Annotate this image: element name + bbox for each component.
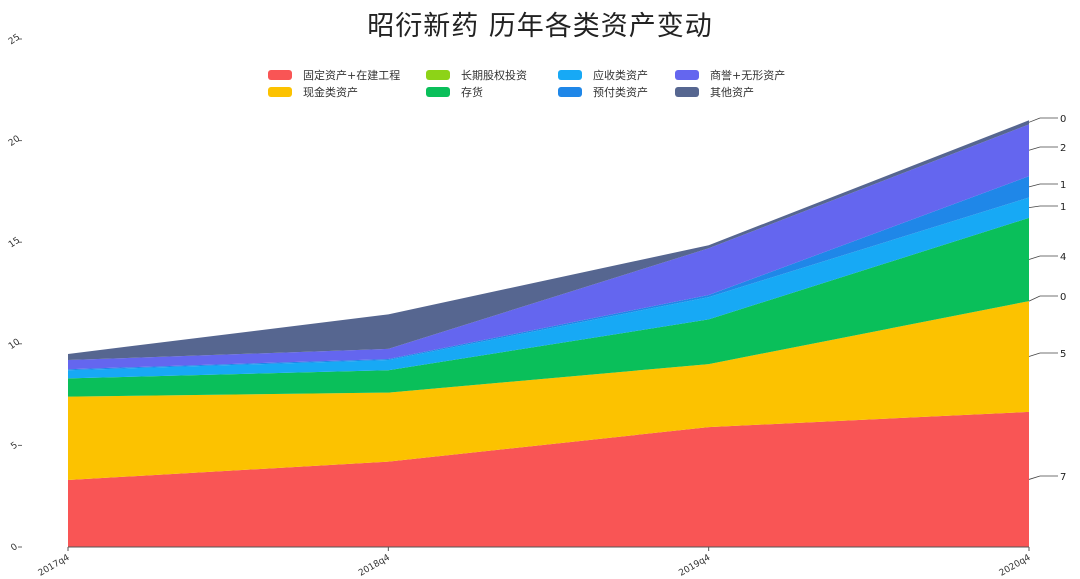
side-value-label: 0 [1060, 114, 1066, 125]
leader-line [1028, 205, 1041, 209]
legend-label: 应收类资产 [593, 68, 648, 82]
side-value-label: 2 [1060, 143, 1066, 154]
area-series [68, 411, 1029, 547]
side-value-label: 1 [1060, 180, 1066, 191]
y-tick-label: 15 [7, 236, 22, 251]
side-value-label: 0 [1060, 292, 1066, 303]
legend-swatch [426, 69, 450, 80]
legend-swatch [268, 86, 292, 97]
legend-label: 长期股权投资 [461, 68, 527, 82]
leader-line [1028, 295, 1041, 302]
legend-item-inventory[interactable]: 存货 [426, 83, 558, 100]
legend-label: 预付类资产 [593, 85, 648, 99]
legend-swatch [268, 69, 292, 80]
area-series [68, 217, 1029, 397]
area-series [68, 197, 1029, 379]
legend-item-long-term-equity[interactable]: 长期股权投资 [426, 66, 558, 83]
legend-label: 存货 [461, 85, 483, 99]
legend-item-other-assets[interactable]: 其他资产 [675, 83, 815, 100]
x-tick-label: 2018q4 [357, 553, 392, 579]
side-value-label: 4 [1060, 252, 1066, 263]
legend-swatch [558, 86, 582, 97]
leader-line [1028, 255, 1041, 260]
leader-line [1028, 117, 1041, 123]
legend: 固定资产+在建工程 现金类资产 长期股权投资 存货 应收类资产 预付类资产 商誉… [268, 66, 808, 100]
y-tick-label: 20 [7, 134, 22, 149]
legend-item-prepayments[interactable]: 预付类资产 [558, 83, 675, 100]
leader-line [1028, 146, 1041, 151]
y-tick-label: 0 [9, 542, 20, 554]
y-tick-label: 5 [9, 440, 19, 451]
legend-label: 固定资产+在建工程 [303, 68, 401, 82]
side-value-label: 7 [1060, 472, 1066, 483]
leader-line [1028, 183, 1041, 188]
leader-line [1028, 352, 1041, 357]
area-series [68, 301, 1029, 480]
area-series [68, 124, 1029, 370]
legend-item-receivables[interactable]: 应收类资产 [558, 66, 675, 83]
side-value-label: 1 [1060, 202, 1066, 213]
x-tick-label: 2020q4 [998, 553, 1033, 579]
legend-swatch [558, 69, 582, 80]
x-tick-label: 2017q4 [37, 553, 72, 579]
chart-title: 昭衍新药 历年各类资产变动 [367, 11, 713, 42]
legend-label: 其他资产 [710, 85, 754, 99]
legend-item-fixed-assets[interactable]: 固定资产+在建工程 [268, 66, 426, 83]
legend-item-cash[interactable]: 现金类资产 [268, 83, 426, 100]
legend-swatch [426, 86, 450, 97]
leader-line [1028, 475, 1041, 480]
side-value-label: 5 [1060, 349, 1066, 360]
y-tick-label: 10 [7, 337, 22, 352]
legend-swatch [675, 69, 699, 80]
legend-item-goodwill-intangibles[interactable]: 商誉+无形资产 [675, 66, 815, 83]
right-labels-layer: 7 5 0 4 1 1 2 0 [1028, 114, 1066, 483]
x-tick-label: 2019q4 [677, 553, 712, 579]
legend-label: 商誉+无形资产 [710, 68, 786, 82]
area-series-layer [68, 120, 1029, 547]
legend-label: 现金类资产 [303, 85, 358, 99]
legend-swatch [675, 86, 699, 97]
